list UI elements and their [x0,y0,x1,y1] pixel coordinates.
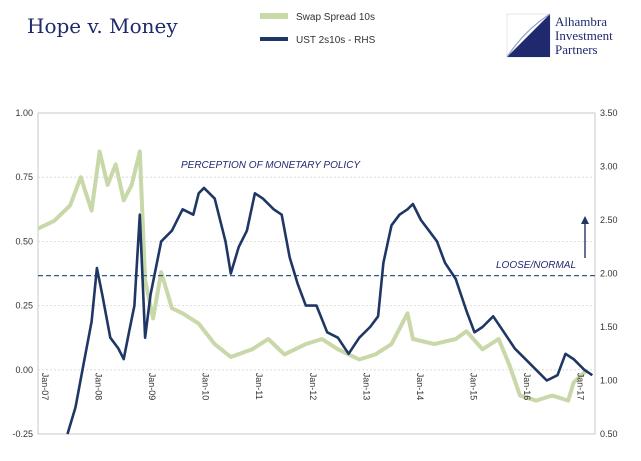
y-left-tick-label: 0.00 [15,365,33,375]
y-right-tick-label: 3.50 [600,108,618,118]
up-arrow [581,216,589,258]
brand-line-3: Partners [555,42,598,57]
legend: Swap Spread 10s UST 2s10s - RHS [260,12,376,46]
ust-2s10s-series [66,186,594,435]
x-tick-label: Jan-08 [94,373,104,401]
x-tick-label: Jan-17 [576,373,586,401]
brand-line-1: Alhambra [555,14,607,29]
x-tick-label: Jan-09 [147,373,157,401]
x-tick-label: Jan-14 [415,373,425,401]
series-line [37,149,589,403]
y-right-tick-label: 1.50 [600,322,618,332]
swap-spread-series [37,149,589,403]
y-left-tick-label: 0.75 [15,172,33,182]
x-tick-label: Jan-15 [468,373,478,401]
x-tick-label: Jan-11 [254,373,264,400]
y-left-tick-label: 0.25 [15,301,33,311]
legend-label-ust: UST 2s10s - RHS [296,35,376,46]
gridlines [38,176,595,371]
brand-logo-icon [506,13,551,58]
x-tick-label: Jan-13 [361,373,371,401]
y-left-tick-label: 0.50 [15,236,33,246]
y-axis-left: 1.00 0.75 0.50 0.25 0.00 -0.25 [12,108,33,439]
y-right-tick-label: 2.00 [600,269,618,279]
plot-area [37,112,596,435]
legend-label-swap: Swap Spread 10s [296,12,375,23]
x-tick-label: Jan-16 [522,373,532,401]
brand-logo: Alhambra Investment Partners [506,13,613,58]
chart-title: Hope v. Money [27,14,178,38]
x-tick-label: Jan-12 [308,373,318,401]
brand-line-2: Investment [555,28,613,43]
y-axis-right: 3.50 3.00 2.50 2.00 1.50 1.00 0.50 [600,108,618,439]
y-right-tick-label: 0.50 [600,429,618,439]
x-tick-label: Jan-07 [40,373,50,401]
annotation-loose-normal: LOOSE/NORMAL [496,260,576,271]
x-axis: Jan-07 Jan-08 Jan-09 Jan-10 Jan-11 Jan-12 Jan-… [40,373,586,401]
series-line [66,186,594,435]
y-right-tick-label: 2.50 [600,215,618,225]
annotation-perception: PERCEPTION OF MONETARY POLICY [181,160,361,171]
y-right-tick-label: 3.00 [600,162,618,172]
y-right-tick-label: 1.00 [600,376,618,386]
x-tick-label: Jan-10 [201,373,211,401]
y-left-tick-label: 1.00 [15,108,33,118]
y-left-tick-label: -0.25 [12,429,33,439]
